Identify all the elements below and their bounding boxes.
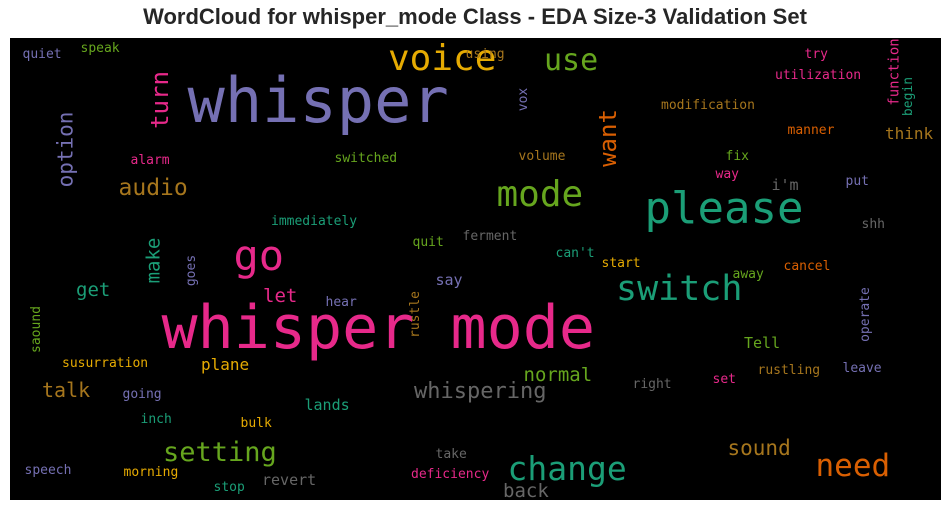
cloud-word: away bbox=[732, 266, 764, 282]
cloud-word: need bbox=[815, 447, 891, 484]
cloud-word: can't bbox=[555, 245, 595, 261]
cloud-word: sound bbox=[727, 435, 791, 460]
cloud-word: make bbox=[142, 237, 165, 283]
cloud-word: quit bbox=[412, 234, 444, 250]
cloud-word: operate bbox=[857, 286, 873, 342]
cloud-word: mode bbox=[496, 174, 584, 215]
cloud-word: morning bbox=[123, 464, 179, 480]
cloud-word: normal bbox=[523, 363, 593, 386]
cloud-word: Tell bbox=[744, 333, 781, 352]
cloud-word: going bbox=[122, 386, 162, 402]
cloud-word: ferment bbox=[462, 228, 518, 244]
cloud-word: say bbox=[435, 270, 463, 289]
cloud-word: right bbox=[632, 376, 672, 392]
cloud-word: put bbox=[845, 173, 869, 189]
cloud-word: inch bbox=[140, 411, 172, 427]
cloud-word: susurration bbox=[62, 355, 149, 371]
wordcloud-canvas: whisper mode whisper please voice go mode swit… bbox=[10, 38, 941, 500]
cloud-word: speak bbox=[80, 40, 120, 56]
cloud-word: let bbox=[263, 284, 298, 307]
cloud-word: cancel bbox=[783, 258, 831, 274]
cloud-word: bulk bbox=[240, 415, 272, 431]
cloud-word: option bbox=[53, 111, 78, 187]
cloud-word: please bbox=[644, 183, 804, 234]
cloud-word: deficiency bbox=[411, 466, 490, 482]
cloud-word: manner bbox=[787, 122, 835, 138]
cloud-word: goes bbox=[183, 254, 199, 286]
cloud-word: go bbox=[233, 231, 285, 280]
cloud-word: alarm bbox=[130, 152, 170, 168]
cloud-word: way bbox=[715, 166, 739, 182]
cloud-word: back bbox=[503, 479, 549, 500]
cloud-word: whisper mode bbox=[161, 293, 595, 363]
cloud-word: setting bbox=[163, 436, 277, 468]
cloud-word: vox bbox=[515, 87, 531, 111]
cloud-word: start bbox=[601, 255, 641, 271]
cloud-word: rustling bbox=[757, 362, 821, 378]
cloud-word: lands bbox=[304, 395, 350, 414]
cloud-word: talk bbox=[42, 378, 91, 402]
cloud-word: rustle bbox=[407, 290, 423, 338]
cloud-word: using bbox=[465, 46, 505, 62]
cloud-word: leave bbox=[842, 360, 882, 376]
cloud-word: quiet bbox=[22, 46, 62, 62]
cloud-word: plane bbox=[201, 355, 250, 374]
cloud-word: switch bbox=[616, 268, 743, 309]
cloud-word: set bbox=[712, 371, 736, 387]
cloud-word: take bbox=[435, 446, 467, 462]
cloud-word: switched bbox=[334, 150, 398, 166]
chart-title: WordCloud for whisper_mode Class - EDA S… bbox=[143, 4, 807, 29]
cloud-word: want bbox=[593, 109, 622, 167]
cloud-word: revert bbox=[262, 470, 317, 489]
cloud-word: fix bbox=[725, 148, 749, 164]
cloud-word: utilization bbox=[775, 67, 862, 83]
cloud-word: whispering bbox=[414, 379, 547, 404]
cloud-word: get bbox=[76, 278, 111, 301]
cloud-word: shh bbox=[861, 216, 885, 232]
cloud-word: immediately bbox=[271, 213, 358, 229]
cloud-word: whisper bbox=[187, 64, 449, 137]
cloud-word: speech bbox=[24, 462, 72, 478]
cloud-word: i'm bbox=[771, 175, 799, 194]
cloud-word: change bbox=[507, 448, 627, 488]
cloud-word: use bbox=[544, 43, 599, 78]
cloud-word: hear bbox=[325, 294, 357, 310]
cloud-word: stop bbox=[213, 479, 245, 495]
cloud-word: begin bbox=[900, 76, 916, 116]
cloud-word: voice bbox=[388, 38, 497, 79]
cloud-word: think bbox=[885, 124, 934, 143]
cloud-word: saound bbox=[28, 305, 44, 353]
cloud-word: function bbox=[886, 38, 903, 106]
cloud-word: modification bbox=[661, 97, 755, 113]
cloud-word: try bbox=[804, 46, 828, 62]
cloud-word: audio bbox=[118, 174, 188, 201]
cloud-word: turn bbox=[145, 71, 174, 129]
cloud-word: volume bbox=[518, 148, 566, 164]
